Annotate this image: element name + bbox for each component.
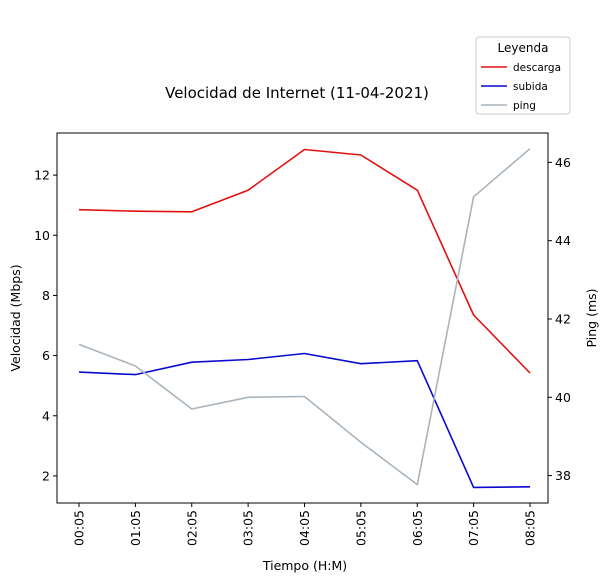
series-line-subida (78, 352, 531, 489)
x-axis-ticks: 00:05 01:05 02:05 03:05 04:05 05:05 06:05 07:05… (72, 503, 538, 546)
series-line-ping (78, 148, 531, 486)
y2-tick-label: 38 (555, 468, 571, 483)
chart-title: Velocidad de Internet (11-04-2021) (165, 84, 429, 102)
legend-box (475, 36, 571, 115)
y2-tick-label: 44 (555, 233, 571, 248)
y2-tick-label: 46 (555, 155, 571, 170)
y-tick-label: 12 (34, 168, 50, 183)
legend-label-subida: subida (513, 81, 548, 93)
legend-title: Leyenda (498, 41, 549, 55)
x-tick-label: 08:05 (523, 510, 538, 546)
y2-axis-label: Ping (ms) (584, 288, 599, 347)
x-tick-label: 07:05 (466, 510, 481, 546)
legend-label-ping: ping (513, 100, 536, 112)
x-tick-label: 03:05 (241, 510, 256, 546)
y-tick-label: 4 (42, 408, 50, 423)
y2-tick-label: 40 (555, 390, 571, 405)
x-tick-label: 06:05 (410, 510, 425, 546)
legend: Leyenda descarga subida ping (475, 36, 571, 115)
y-tick-label: 10 (34, 228, 50, 243)
x-tick-label: 00:05 (72, 510, 87, 546)
y-tick-label: 2 (42, 468, 50, 483)
x-tick-label: 02:05 (184, 510, 199, 546)
legend-entries: descarga subida ping (481, 62, 561, 112)
x-tick-label: 01:05 (128, 510, 143, 546)
plot-frame (56, 132, 549, 504)
x-axis-label: Tiempo (H:M) (262, 558, 347, 573)
y-tick-label: 6 (42, 348, 50, 363)
series-line-descarga (78, 148, 531, 374)
y-tick-label: 8 (42, 288, 50, 303)
x-tick-label: 04:05 (297, 510, 312, 546)
legend-label-descarga: descarga (513, 62, 561, 74)
y-axis-label: Velocidad (Mbps) (8, 264, 23, 371)
x-tick-label: 05:05 (353, 510, 368, 546)
series-layer (78, 148, 531, 489)
y2-tick-label: 42 (555, 311, 571, 326)
right-axis-ticks: 38 40 42 44 46 (548, 155, 571, 483)
left-axis-ticks: 2 4 6 8 10 12 (34, 168, 57, 483)
